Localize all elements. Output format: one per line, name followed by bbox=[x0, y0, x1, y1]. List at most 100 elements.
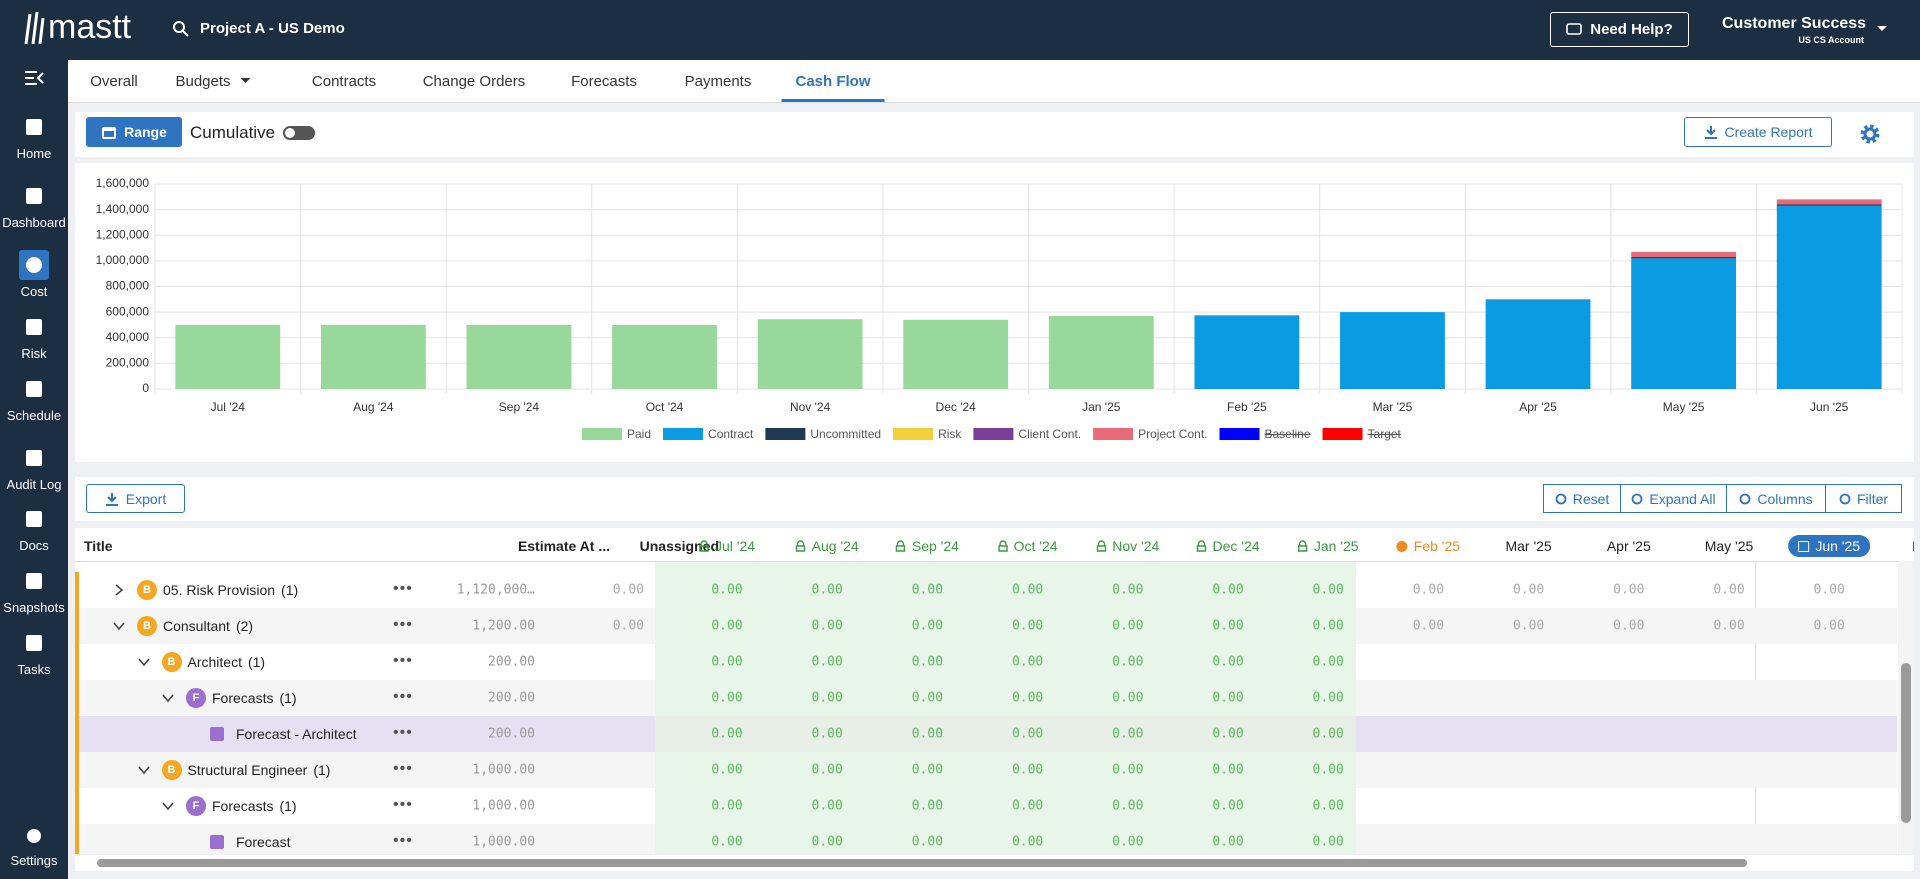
nav-item[interactable]: Settings bbox=[0, 820, 68, 876]
legend-item[interactable]: Risk bbox=[893, 427, 962, 441]
column-header[interactable]: Aug '24 bbox=[795, 538, 859, 554]
column-header[interactable]: Jan '25 bbox=[1298, 538, 1359, 554]
collapse-caret[interactable] bbox=[137, 764, 150, 776]
expand-caret[interactable] bbox=[113, 584, 125, 596]
tab[interactable]: Change Orders bbox=[423, 60, 526, 102]
estimate-cell: 1,000.00 bbox=[472, 798, 535, 814]
nav-item[interactable]: Docs bbox=[0, 500, 68, 556]
column-header[interactable]: Oct '24 bbox=[997, 538, 1058, 554]
tab[interactable]: Overall bbox=[90, 60, 138, 102]
tab[interactable]: Budgets bbox=[175, 60, 251, 102]
column-header[interactable]: Feb '25 bbox=[1396, 538, 1460, 554]
export-button[interactable]: Export bbox=[86, 484, 185, 513]
help-button[interactable]: Need Help? bbox=[1550, 12, 1689, 47]
range-button[interactable]: Range bbox=[86, 117, 182, 147]
glyph bbox=[26, 257, 42, 273]
nav-item[interactable]: Tasks bbox=[0, 624, 68, 680]
column-header[interactable]: Jun '25 bbox=[1788, 535, 1871, 557]
tab[interactable]: Forecasts bbox=[571, 60, 637, 102]
legend-item[interactable]: Uncommitted bbox=[765, 427, 881, 441]
bar-segment bbox=[1631, 251, 1737, 258]
column-header[interactable]: Unassigned bbox=[640, 538, 719, 554]
collapse-caret[interactable] bbox=[162, 800, 174, 812]
user-caret[interactable] bbox=[1876, 25, 1888, 33]
column-header[interactable]: Dec '24 bbox=[1196, 538, 1260, 554]
cumulative-toggle[interactable] bbox=[283, 126, 315, 140]
table-tool-button[interactable]: Reset bbox=[1543, 484, 1621, 513]
collapse-caret[interactable] bbox=[162, 692, 174, 704]
table-button-group: Reset Expand All Columns Filter bbox=[1543, 484, 1902, 513]
month-cell: 0.00 bbox=[1011, 726, 1044, 742]
row-menu[interactable]: ••• bbox=[393, 796, 413, 813]
month-cell: 0.00 bbox=[1312, 654, 1344, 670]
table-row[interactable]: B Architect (1) ••• 200.00 0.00 0.00 0.00 0.00 0.… bbox=[75, 644, 1897, 680]
table-row[interactable]: F Forecasts (1) ••• 200.00 0.00 0.00 0.00 0.00 0.… bbox=[75, 680, 1897, 716]
logo[interactable]: mastt bbox=[48, 8, 132, 46]
table-row[interactable]: B Consultant (2) ••• 1,200.00 0.00 0.00 0.00 0.0… bbox=[75, 608, 1897, 644]
nav-item[interactable]: Risk bbox=[0, 308, 68, 364]
column-header[interactable]: Apr '25 bbox=[1607, 538, 1651, 554]
column-header[interactable]: Jul '24 bbox=[699, 538, 755, 554]
month-cell: 0.00 bbox=[1112, 726, 1144, 742]
collapse-caret[interactable] bbox=[137, 656, 150, 668]
estimate-cell: 1,200.00 bbox=[472, 618, 535, 634]
legend-label: Baseline bbox=[1265, 427, 1311, 441]
x-tick-label: Jan '25 bbox=[1082, 400, 1121, 414]
user-name[interactable]: Customer Success bbox=[1722, 15, 1867, 32]
h-scrollbar[interactable] bbox=[75, 855, 1914, 871]
table-row[interactable]: F Forecasts (1) ••• 1,000.00 0.00 0.00 0.00 0.00… bbox=[75, 788, 1897, 824]
row-menu[interactable]: ••• bbox=[393, 652, 413, 669]
month-cell: 0.00 bbox=[711, 834, 743, 850]
table-row[interactable]: Forecast ••• 1,000.00 0.00 0.00 0.00 0.00 0.00 0… bbox=[75, 824, 1897, 854]
table-tool-button[interactable]: Columns bbox=[1727, 484, 1826, 513]
row-menu[interactable]: ••• bbox=[393, 760, 413, 777]
row-menu[interactable]: ••• bbox=[393, 724, 413, 741]
nav-item[interactable]: Schedule bbox=[0, 370, 68, 426]
row-menu[interactable]: ••• bbox=[393, 616, 413, 633]
row-bg bbox=[75, 824, 655, 854]
column-header[interactable]: May '25 bbox=[1705, 538, 1754, 554]
legend-item[interactable]: Contract bbox=[663, 427, 754, 441]
table-tool-button[interactable]: Expand All bbox=[1621, 484, 1727, 513]
month-cell: 0.00 bbox=[911, 798, 944, 814]
column-header[interactable]: Nov '24 bbox=[1096, 538, 1159, 554]
lock-icon bbox=[699, 540, 709, 552]
nav-item[interactable]: Snapshots bbox=[0, 562, 68, 618]
create-report-button[interactable]: Create Report bbox=[1684, 117, 1832, 147]
nav-item[interactable]: Audit Log bbox=[0, 439, 68, 495]
glyph bbox=[1739, 493, 1751, 504]
tab[interactable]: Contracts bbox=[312, 60, 376, 102]
table-row[interactable]: Forecast - Architect ••• 200.00 0.00 0.00 0.0… bbox=[75, 716, 1897, 752]
column-header[interactable]: Title bbox=[84, 538, 113, 554]
column-header[interactable]: Sep '24 bbox=[896, 538, 959, 554]
column-header[interactable]: Paid ' bbox=[1912, 538, 1914, 554]
tab[interactable]: Payments bbox=[685, 60, 752, 102]
legend-item[interactable]: Client Cont. bbox=[973, 427, 1081, 441]
row-menu[interactable]: ••• bbox=[393, 832, 413, 849]
column-header[interactable]: Mar '25 bbox=[1505, 538, 1551, 554]
column-header[interactable]: Estimate At ... bbox=[518, 538, 610, 554]
v-scroll-thumb[interactable] bbox=[1901, 663, 1911, 823]
settings-gear[interactable] bbox=[1859, 123, 1881, 145]
nav-item[interactable]: Cost bbox=[0, 246, 68, 302]
y-tick-label: 1,200,000 bbox=[96, 227, 150, 241]
table-tool-button[interactable]: Filter bbox=[1826, 484, 1902, 513]
tab[interactable]: Cash Flow bbox=[781, 60, 885, 102]
nav-item[interactable]: Dashboard bbox=[0, 177, 68, 233]
project-name[interactable]: Project A - US Demo bbox=[200, 20, 345, 37]
nav-item[interactable]: Home bbox=[0, 108, 68, 164]
month-cell: 0.00 bbox=[711, 618, 743, 634]
bar-segment bbox=[1340, 312, 1445, 389]
row-menu[interactable]: ••• bbox=[393, 580, 413, 597]
table-row[interactable]: B 05. Risk Provision (1) ••• 1,120,000… 0.00 0… bbox=[75, 572, 1897, 608]
legend-item[interactable]: Baseline bbox=[1219, 427, 1311, 441]
collapse-icon[interactable] bbox=[24, 70, 44, 86]
collapse-caret[interactable] bbox=[113, 620, 125, 632]
table-row[interactable]: B Structural Engineer (1) ••• 1,000.00 0.00 0.… bbox=[75, 752, 1897, 788]
row-menu[interactable]: ••• bbox=[393, 688, 413, 705]
legend-item[interactable]: Paid bbox=[582, 427, 651, 441]
legend-item[interactable]: Project Cont. bbox=[1093, 427, 1208, 441]
tool-label: Expand All bbox=[1649, 490, 1716, 507]
month-cell: 0.00 bbox=[1011, 690, 1044, 706]
legend-item[interactable]: Target bbox=[1322, 427, 1402, 441]
